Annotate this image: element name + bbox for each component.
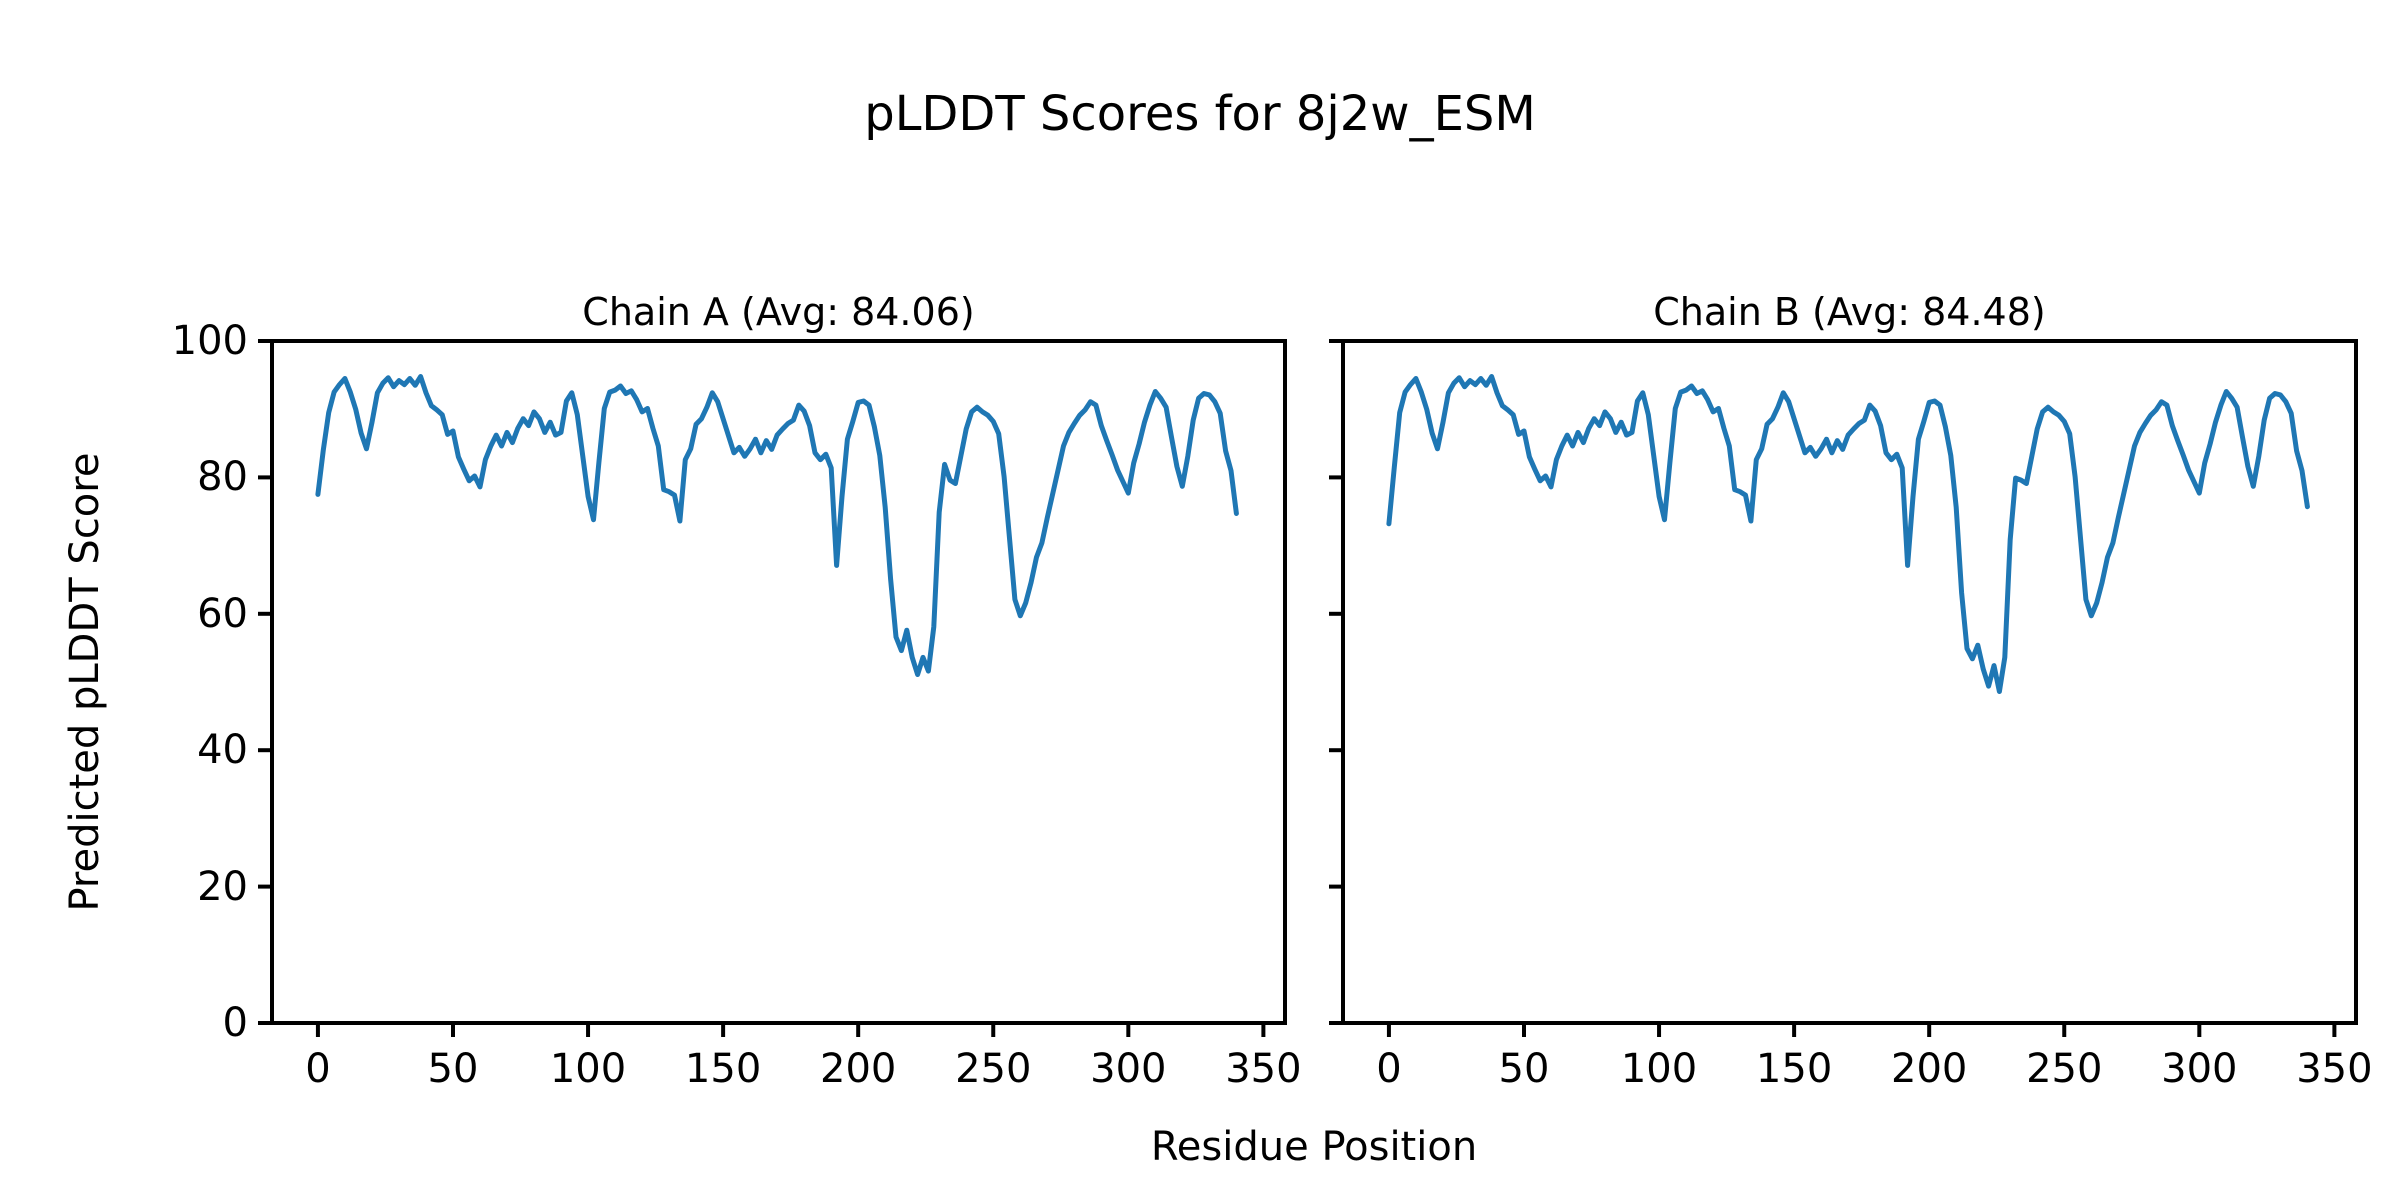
y-axis-label: Predicted pLDDT Score	[62, 452, 108, 912]
x-tick-label: 50	[1498, 1046, 1550, 1092]
chain-b-plot	[1329, 339, 2358, 1037]
y-tick-label: 60	[197, 590, 248, 637]
y-tick-label: 20	[197, 863, 248, 910]
x-tick-label: 300	[2161, 1046, 2238, 1092]
plddt-line-chain-b	[1386, 374, 2310, 694]
y-tick-label: 40	[197, 727, 248, 774]
x-tick-label: 250	[2026, 1046, 2103, 1092]
x-tick-label: 100	[1620, 1046, 1698, 1092]
x-tick-label: 150	[684, 1046, 762, 1092]
y-tick-label: 0	[222, 1000, 248, 1046]
x-tick-label: 350	[2296, 1046, 2373, 1092]
x-axis-label: Residue Position	[1150, 1124, 1478, 1170]
plddt-line-chain-a	[315, 374, 1239, 677]
axes-spines	[1341, 339, 2358, 1025]
x-tick-label: 100	[549, 1046, 627, 1092]
x-tick-label: 350	[1225, 1046, 1302, 1092]
x-tick-label: 0	[305, 1046, 331, 1092]
plot-area-chain-a	[258, 339, 1287, 1037]
chain-a-title: Chain A (Avg: 84.06)	[582, 290, 975, 334]
x-tick-label: 200	[1891, 1046, 1968, 1092]
x-tick-label: 0	[1376, 1046, 1402, 1092]
x-tick-label: 300	[1090, 1046, 1167, 1092]
x-tick-label: 150	[1755, 1046, 1833, 1092]
x-tick-label: 50	[427, 1046, 479, 1092]
x-tick-label: 200	[820, 1046, 897, 1092]
x-tick-label: 250	[955, 1046, 1032, 1092]
y-tick-label: 100	[171, 318, 248, 364]
plot-area-chain-b	[1329, 339, 2358, 1037]
chain-a-plot	[258, 339, 1287, 1037]
y-tick-label: 80	[197, 454, 248, 501]
axes-spines	[270, 339, 1287, 1025]
figure-title: pLDDT Scores for 8j2w_ESM	[864, 86, 1536, 142]
chain-b-title: Chain B (Avg: 84.48)	[1653, 290, 2046, 334]
